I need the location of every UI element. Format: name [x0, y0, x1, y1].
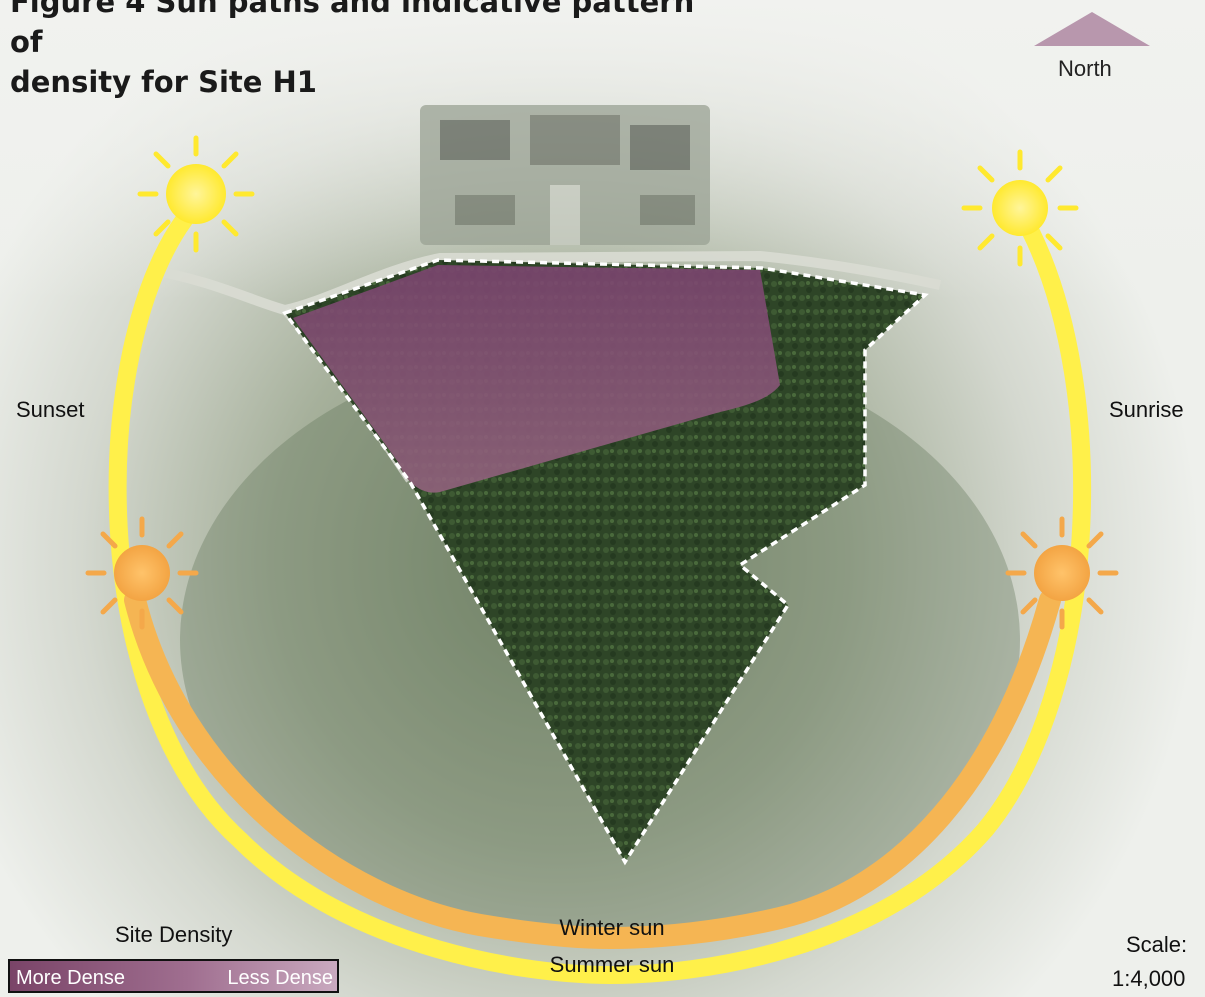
- north-label: North: [1058, 56, 1112, 81]
- title-line-2: density for Site H1: [10, 65, 317, 99]
- summer-sun-label: Summer sun: [549, 952, 675, 977]
- scale-value: 1:4,000: [1112, 966, 1186, 991]
- north-arrow-icon: [1034, 12, 1150, 46]
- sunset-label: Sunset: [16, 397, 85, 422]
- legend-more-dense-label: More Dense: [16, 967, 125, 989]
- figure-title: Figure 4 Sun paths and indicative patter…: [10, 0, 730, 102]
- title-line-1: Figure 4 Sun paths and indicative patter…: [10, 0, 695, 59]
- legend-title: Site Density: [115, 922, 233, 947]
- scale-label: Scale:: [1126, 932, 1188, 957]
- summer-sunset-sun-icon: [137, 135, 255, 253]
- dense-development-zone: [293, 265, 780, 493]
- legend-less-dense-label: Less Dense: [227, 967, 333, 989]
- winter-sunrise-sun-icon: [1005, 516, 1119, 630]
- buildings-cluster: [420, 105, 710, 245]
- density-legend-bar: More Dense Less Dense: [8, 959, 339, 993]
- summer-sunrise-sun-icon: [961, 149, 1079, 267]
- winter-sun-path: [124, 589, 1061, 950]
- road: [149, 250, 942, 316]
- winter-sunset-sun-icon: [85, 516, 199, 630]
- site-boundary: [282, 258, 929, 866]
- sunrise-label: Sunrise: [1109, 397, 1184, 422]
- winter-sun-label: Winter sun: [559, 915, 665, 940]
